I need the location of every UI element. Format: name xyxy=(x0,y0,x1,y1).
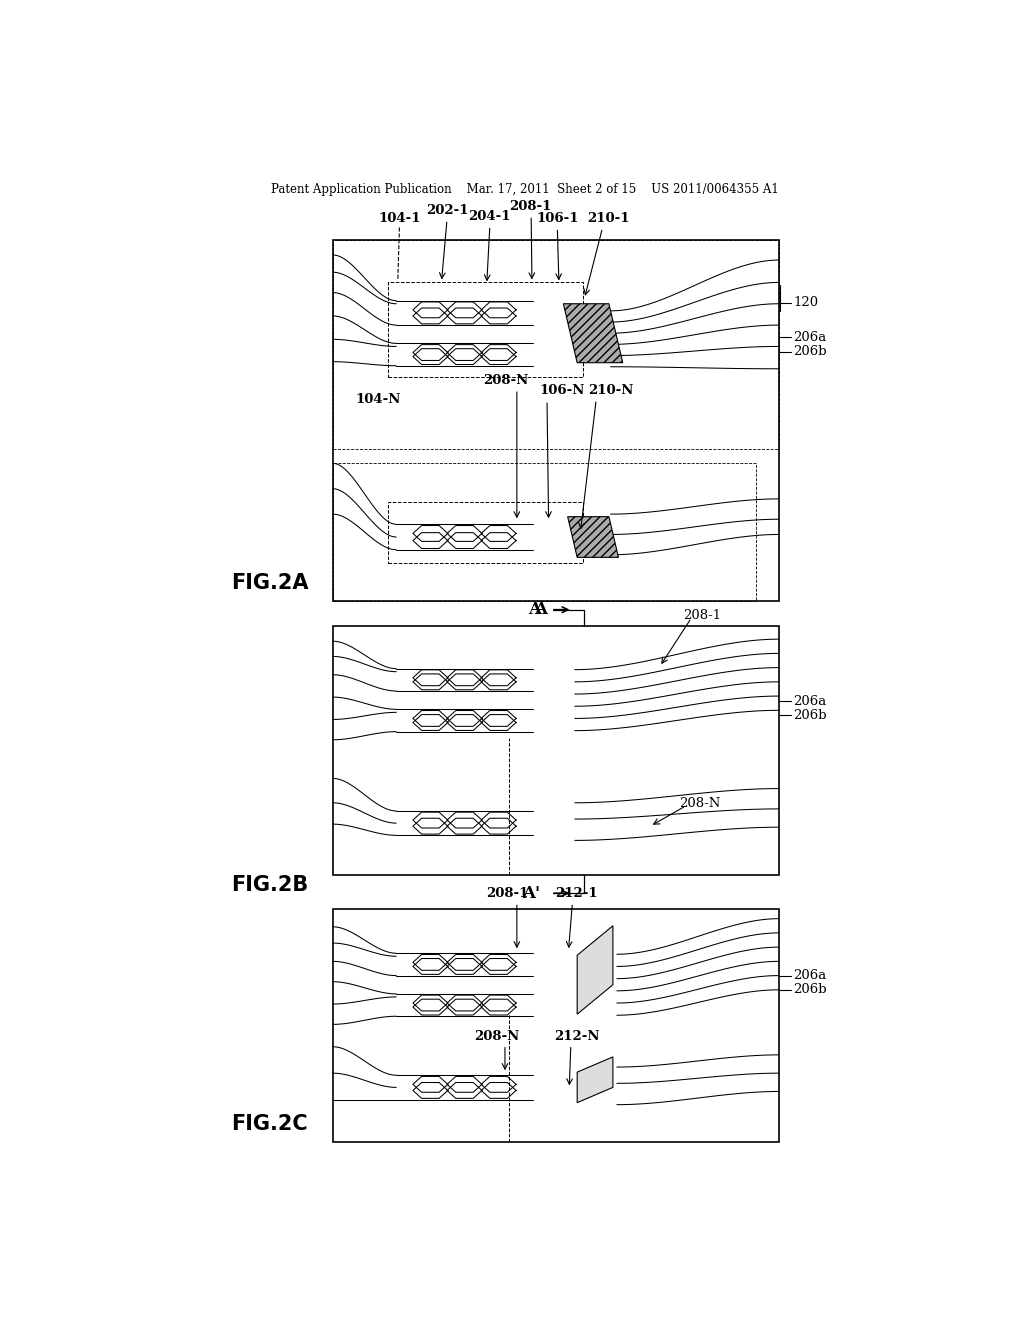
Text: 204-1: 204-1 xyxy=(468,210,510,223)
Bar xyxy=(388,282,583,378)
Text: 120: 120 xyxy=(793,296,818,309)
Text: 104-1: 104-1 xyxy=(378,213,421,226)
Polygon shape xyxy=(578,1057,613,1102)
Text: 212-N: 212-N xyxy=(554,1030,599,1043)
Polygon shape xyxy=(563,304,623,363)
Bar xyxy=(333,240,779,601)
Text: A: A xyxy=(535,601,547,618)
Text: 208-1: 208-1 xyxy=(486,887,528,900)
Text: 208-N: 208-N xyxy=(474,1030,519,1043)
Text: A: A xyxy=(527,601,541,618)
Text: 212-1: 212-1 xyxy=(555,887,598,900)
Text: 210-1: 210-1 xyxy=(587,213,630,226)
Text: 104-N: 104-N xyxy=(355,393,400,405)
Polygon shape xyxy=(567,516,618,557)
Text: FIG.2A: FIG.2A xyxy=(231,573,308,594)
Bar xyxy=(333,240,779,449)
Text: 206b: 206b xyxy=(793,709,826,722)
Text: FIG.2C: FIG.2C xyxy=(231,1114,308,1134)
Text: 206b: 206b xyxy=(793,983,826,997)
Text: 208-N: 208-N xyxy=(483,374,528,387)
Bar xyxy=(333,908,779,1142)
Text: 206a: 206a xyxy=(793,969,826,982)
Text: Patent Application Publication    Mar. 17, 2011  Sheet 2 of 15    US 2011/006435: Patent Application Publication Mar. 17, … xyxy=(271,183,778,197)
Text: 206b: 206b xyxy=(793,345,826,358)
Text: FIG.2B: FIG.2B xyxy=(231,875,308,895)
Text: 208-N: 208-N xyxy=(680,797,721,810)
Text: A': A' xyxy=(522,884,541,902)
Text: 106-N: 106-N xyxy=(539,384,585,397)
Bar xyxy=(388,502,583,562)
Text: 106-1: 106-1 xyxy=(537,213,579,226)
Text: 208-1: 208-1 xyxy=(509,201,552,214)
Text: 208-1: 208-1 xyxy=(684,610,722,622)
Text: 206a: 206a xyxy=(793,331,826,343)
Text: 206a: 206a xyxy=(793,694,826,708)
Text: 210-N: 210-N xyxy=(588,384,634,397)
Polygon shape xyxy=(578,925,613,1014)
Text: 202-1: 202-1 xyxy=(426,205,468,218)
Bar xyxy=(333,626,779,875)
Bar xyxy=(333,463,757,601)
